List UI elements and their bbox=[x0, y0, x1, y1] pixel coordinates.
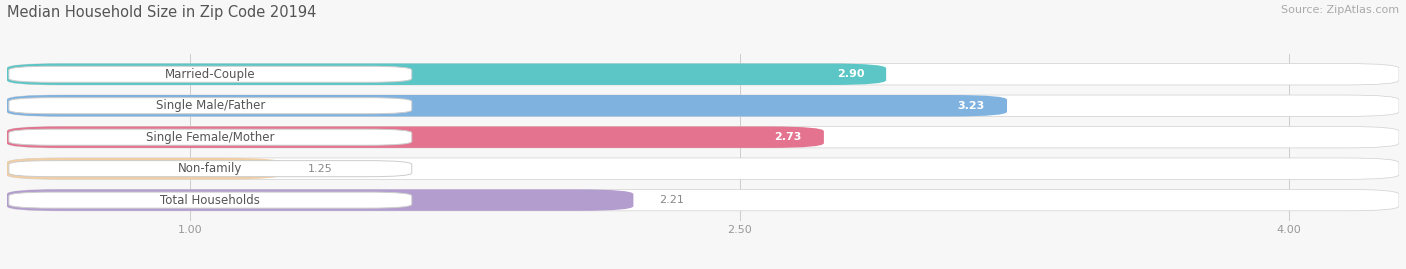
FancyBboxPatch shape bbox=[7, 95, 1399, 116]
FancyBboxPatch shape bbox=[7, 63, 886, 85]
FancyBboxPatch shape bbox=[8, 66, 412, 82]
Text: Married-Couple: Married-Couple bbox=[165, 68, 256, 81]
Text: 2.21: 2.21 bbox=[659, 195, 683, 205]
FancyBboxPatch shape bbox=[7, 189, 633, 211]
Text: 1.25: 1.25 bbox=[308, 164, 332, 174]
FancyBboxPatch shape bbox=[7, 95, 1007, 116]
FancyBboxPatch shape bbox=[7, 158, 281, 179]
FancyBboxPatch shape bbox=[8, 129, 412, 145]
FancyBboxPatch shape bbox=[7, 189, 1399, 211]
Text: 2.90: 2.90 bbox=[837, 69, 865, 79]
FancyBboxPatch shape bbox=[7, 126, 824, 148]
FancyBboxPatch shape bbox=[8, 161, 412, 177]
Text: Non-family: Non-family bbox=[179, 162, 242, 175]
FancyBboxPatch shape bbox=[7, 63, 1399, 85]
Text: Single Male/Father: Single Male/Father bbox=[156, 99, 264, 112]
FancyBboxPatch shape bbox=[8, 98, 412, 114]
Text: Median Household Size in Zip Code 20194: Median Household Size in Zip Code 20194 bbox=[7, 5, 316, 20]
FancyBboxPatch shape bbox=[7, 126, 1399, 148]
Text: Source: ZipAtlas.com: Source: ZipAtlas.com bbox=[1281, 5, 1399, 15]
Text: 2.73: 2.73 bbox=[775, 132, 801, 142]
FancyBboxPatch shape bbox=[8, 192, 412, 208]
Text: Single Female/Mother: Single Female/Mother bbox=[146, 131, 274, 144]
FancyBboxPatch shape bbox=[7, 158, 1399, 179]
Text: Total Households: Total Households bbox=[160, 194, 260, 207]
Text: 3.23: 3.23 bbox=[957, 101, 986, 111]
